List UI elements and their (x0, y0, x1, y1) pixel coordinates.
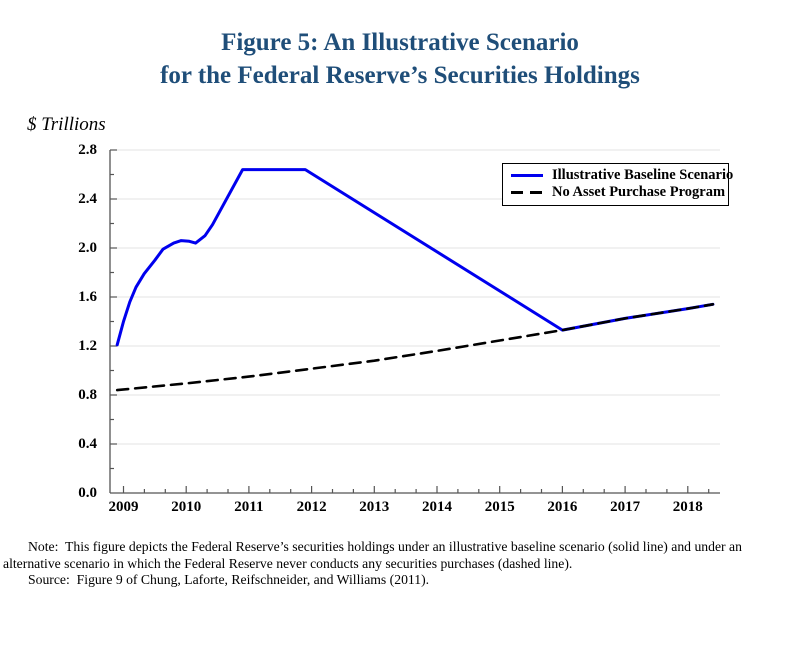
y-tick-label: 0.8 (78, 387, 97, 403)
y-tick-label: 1.6 (78, 289, 97, 305)
y-axis-unit-label: $ Trillions (27, 114, 106, 135)
x-tick-label: 2009 (108, 499, 139, 515)
y-tick-label: 0.4 (78, 436, 97, 452)
y-tick-label: 0.0 (78, 485, 97, 501)
x-tick-label: 2015 (484, 499, 515, 515)
note-text: Note: This figure depicts the Federal Re… (3, 539, 746, 571)
x-tick-label: 2018 (672, 499, 703, 515)
legend-dashed-line-sample (511, 191, 545, 194)
series-line-no-asset-purchase (115, 302, 715, 392)
figure-title: Figure 5: An Illustrative Scenario for t… (0, 26, 800, 92)
y-tick-label: 1.2 (78, 338, 97, 354)
x-tick-label: 2011 (234, 499, 264, 515)
source-text: Source: Figure 9 of Chung, Laforte, Reif… (28, 572, 430, 587)
x-tick-label: 2012 (296, 499, 327, 515)
legend-entry-baseline: Illustrative Baseline Scenario (511, 167, 733, 184)
figure-notes: Note: This figure depicts the Federal Re… (3, 539, 798, 589)
x-tick-label: 2013 (359, 499, 390, 515)
y-tick-label: 2.8 (78, 142, 97, 158)
figure-title-line1: Figure 5: An Illustrative Scenario (221, 29, 579, 56)
legend: Illustrative Baseline Scenario No Asset … (502, 163, 733, 206)
x-tick-label: 2016 (547, 499, 578, 515)
x-tick-label: 2014 (422, 499, 452, 515)
x-tick-label: 2017 (610, 499, 641, 515)
legend-label-baseline: Illustrative Baseline Scenario (552, 167, 734, 183)
legend-entry-no-purchase: No Asset Purchase Program (511, 184, 726, 201)
y-tick-label: 2.0 (78, 240, 97, 256)
y-tick-label: 2.4 (78, 191, 97, 207)
x-tick-label: 2010 (171, 499, 202, 515)
figure-title-line2: for the Federal Reserve’s Securities Hol… (160, 62, 640, 89)
legend-solid-line-sample (511, 174, 545, 177)
legend-label-no-purchase: No Asset Purchase Program (552, 184, 726, 200)
